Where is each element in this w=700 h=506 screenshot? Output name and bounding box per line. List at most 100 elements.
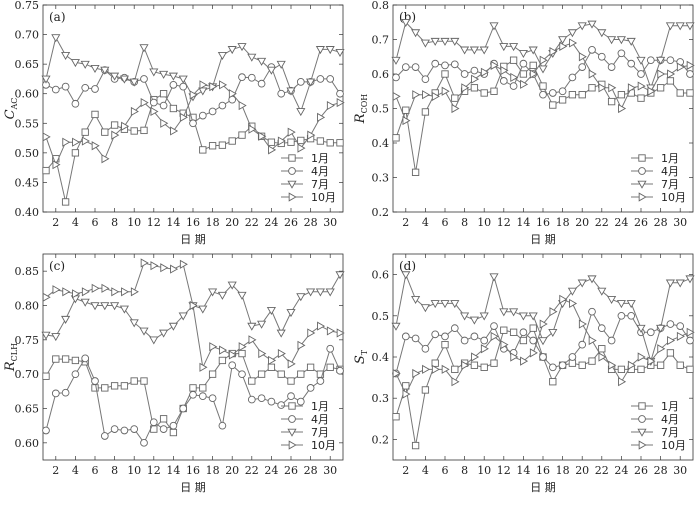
marker-s2 xyxy=(326,344,335,353)
marker-s1 xyxy=(686,89,694,97)
marker-s1 xyxy=(568,91,577,99)
marker-s2 xyxy=(470,332,479,341)
marker-s4 xyxy=(461,360,470,370)
marker-s4 xyxy=(62,287,71,297)
marker-s3 xyxy=(411,29,421,38)
x-tick-label: 14 xyxy=(516,216,530,229)
x-tick-label: 28 xyxy=(654,464,668,477)
series-1 xyxy=(392,56,694,176)
marker-s3 xyxy=(460,312,470,321)
marker-s3 xyxy=(607,36,617,45)
marker-s2 xyxy=(607,63,616,71)
marker-s1 xyxy=(441,70,449,78)
x-tick-label: 30 xyxy=(673,464,687,477)
marker-s2 xyxy=(686,70,694,78)
marker-s2 xyxy=(441,61,449,70)
marker-s4 xyxy=(627,360,636,370)
marker-s3 xyxy=(587,20,597,29)
marker-s4 xyxy=(72,137,81,147)
x-tick-label: 22 xyxy=(245,464,259,477)
marker-s3 xyxy=(139,327,149,336)
marker-s2 xyxy=(326,75,335,83)
marker-s4 xyxy=(62,137,71,147)
marker-s4 xyxy=(160,263,169,273)
marker-s2 xyxy=(218,421,227,430)
marker-s2 xyxy=(499,77,508,85)
x-tick-label: 22 xyxy=(595,216,609,229)
marker-s1 xyxy=(101,128,109,136)
marker-s3 xyxy=(411,296,421,305)
marker-s2 xyxy=(91,377,99,385)
marker-s2 xyxy=(316,377,325,385)
marker-s1 xyxy=(189,384,197,392)
marker-s2 xyxy=(336,366,344,375)
marker-s4 xyxy=(228,89,237,99)
marker-s1 xyxy=(451,365,459,374)
marker-s4 xyxy=(402,389,411,399)
series-line xyxy=(395,272,691,363)
marker-s1 xyxy=(218,141,227,149)
marker-s1 xyxy=(558,96,567,104)
marker-s4 xyxy=(101,283,110,293)
marker-s1 xyxy=(316,137,325,145)
marker-s1 xyxy=(228,137,236,145)
marker-s3 xyxy=(626,300,636,309)
legend-marker xyxy=(637,180,647,189)
marker-s2 xyxy=(460,70,469,78)
marker-s2 xyxy=(607,336,616,345)
x-axis-label: 日 期 xyxy=(180,233,206,246)
marker-s4 xyxy=(81,287,90,297)
marker-s4 xyxy=(451,103,460,114)
marker-s1 xyxy=(480,363,488,371)
marker-s2 xyxy=(666,320,675,328)
x-tick-label: 28 xyxy=(654,216,668,229)
marker-s3 xyxy=(509,43,519,52)
marker-s4 xyxy=(179,112,188,122)
marker-s2 xyxy=(666,56,675,65)
marker-s3 xyxy=(168,322,178,331)
marker-s1 xyxy=(519,336,528,345)
marker-s4 xyxy=(569,298,578,309)
legend-label: 4月 xyxy=(661,413,679,426)
marker-s4 xyxy=(412,368,421,379)
marker-s2 xyxy=(460,336,469,345)
marker-s1 xyxy=(110,121,119,129)
marker-s4 xyxy=(500,340,509,350)
marker-s1 xyxy=(140,126,148,135)
x-tick-label: 8 xyxy=(111,464,118,477)
marker-s4 xyxy=(667,69,676,79)
marker-s1 xyxy=(267,363,276,371)
y-tick-label: 0.50 xyxy=(15,147,40,160)
marker-s2 xyxy=(336,89,344,98)
marker-s4 xyxy=(81,136,90,146)
marker-s4 xyxy=(431,91,440,102)
marker-s4 xyxy=(627,83,636,93)
marker-s3 xyxy=(479,312,489,321)
marker-s2 xyxy=(208,107,217,116)
series-3 xyxy=(41,34,345,117)
marker-s4 xyxy=(317,321,326,331)
series-4 xyxy=(42,80,345,170)
marker-s4 xyxy=(490,331,499,341)
chart-panel-3: 0.600.650.700.750.800.852 4 6 8 10 12 14 16 18 20… xyxy=(3,253,345,494)
marker-s1 xyxy=(120,382,129,390)
marker-s2 xyxy=(411,63,420,71)
marker-s2 xyxy=(421,75,430,84)
marker-s3 xyxy=(227,281,237,290)
marker-s3 xyxy=(306,288,316,297)
marker-s3 xyxy=(129,78,139,87)
marker-s4 xyxy=(199,362,208,372)
marker-s2 xyxy=(519,328,528,337)
legend-marker xyxy=(288,402,296,410)
marker-s4 xyxy=(336,98,345,108)
chart-panel-4: 0.20.30.40.50.62 4 6 8 10 12 14 16 18 20 22 24 26 28 3… xyxy=(353,253,695,494)
marker-s4 xyxy=(219,345,228,355)
marker-s4 xyxy=(598,352,607,362)
marker-s4 xyxy=(326,326,335,336)
marker-s4 xyxy=(686,327,695,337)
series-2 xyxy=(392,45,694,99)
marker-s2 xyxy=(149,98,158,107)
x-tick-label: 18 xyxy=(206,216,220,229)
marker-s1 xyxy=(666,349,675,357)
marker-s1 xyxy=(529,324,537,332)
